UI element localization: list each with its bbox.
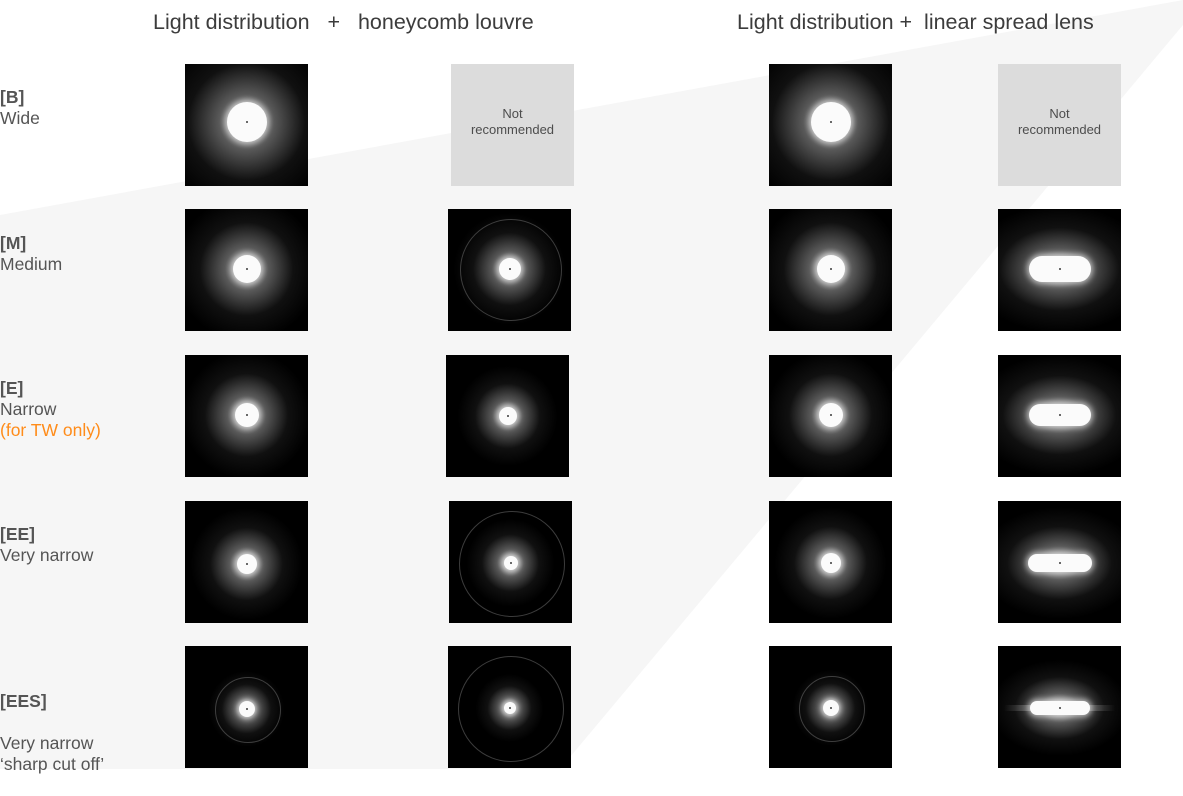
center-point — [245, 708, 248, 710]
center-point — [508, 707, 511, 709]
not-recommended-label: Not recommended — [1017, 106, 1102, 137]
cut-off-ring — [457, 656, 564, 762]
tile-sharp-cut-off-honeycomb — [448, 646, 571, 768]
tile-medium-linear-spread — [998, 209, 1121, 331]
center-point — [245, 121, 248, 123]
tile-narrow-light-distribution — [185, 355, 308, 477]
center-point — [509, 562, 512, 564]
center-point — [1058, 707, 1061, 709]
center-point — [829, 707, 832, 709]
row-name: Wide — [0, 108, 40, 128]
tile-very-narrow-light-distribution-2 — [769, 501, 892, 623]
center-point — [829, 414, 832, 416]
tile-medium-light-distribution-2 — [769, 209, 892, 331]
center-point — [245, 414, 248, 416]
tile-sharp-cut-off-light-distribution-2 — [769, 646, 892, 768]
row-code: [E] — [0, 378, 24, 398]
row-code: [EES] — [0, 691, 47, 711]
center-point — [245, 268, 248, 270]
tile-narrow-light-distribution-2 — [769, 355, 892, 477]
cut-off-ring — [214, 677, 281, 743]
tile-wide-light-distribution — [185, 64, 308, 186]
center-point — [506, 415, 509, 417]
center-point — [1058, 268, 1061, 270]
header-linear-spread-lens: Light distribution + linear spread lens — [737, 10, 1094, 34]
center-point — [829, 121, 832, 123]
row-code: [B] — [0, 87, 25, 107]
cut-off-ring — [459, 219, 562, 321]
center-point — [1058, 562, 1061, 564]
tile-narrow-linear-spread — [998, 355, 1121, 477]
row-name: Narrow — [0, 399, 57, 419]
tile-sharp-cut-off-linear-spread — [998, 646, 1121, 768]
row-code: [M] — [0, 233, 27, 253]
row-label-narrow: [E] Narrow (for TW only) — [0, 378, 101, 441]
tile-wide-honeycomb-not-recommended: Not recommended — [451, 64, 574, 186]
tile-wide-light-distribution-2 — [769, 64, 892, 186]
tile-medium-light-distribution — [185, 209, 308, 331]
cut-off-ring — [798, 676, 865, 742]
not-recommended-label: Not recommended — [470, 106, 555, 137]
center-point — [829, 268, 832, 270]
tile-very-narrow-linear-spread — [998, 501, 1121, 623]
row-label-very-narrow: [EE] Very narrow — [0, 524, 93, 566]
center-point — [245, 563, 248, 565]
row-label-very-narrow-sharp-cut-off: [EES] Very narrow ‘sharp cut off’ — [0, 670, 104, 796]
tile-sharp-cut-off-light-distribution — [185, 646, 308, 768]
cut-off-ring — [458, 511, 565, 617]
tile-narrow-honeycomb — [446, 355, 569, 477]
tile-wide-linear-spread-not-recommended: Not recommended — [998, 64, 1121, 186]
header-honeycomb-louvre: Light distribution + honeycomb louvre — [153, 10, 534, 34]
tile-very-narrow-light-distribution — [185, 501, 308, 623]
row-label-medium: [M] Medium — [0, 233, 62, 275]
center-point — [1058, 414, 1061, 416]
row-label-wide: [B] Wide — [0, 87, 40, 129]
tile-medium-honeycomb — [448, 209, 571, 331]
row-note-tw-only: (for TW only) — [0, 420, 101, 440]
row-code: [EE] — [0, 524, 35, 544]
center-point — [829, 562, 832, 564]
row-name: Very narrow — [0, 545, 94, 565]
center-point — [508, 268, 511, 270]
tile-very-narrow-honeycomb — [449, 501, 572, 623]
row-name: Medium — [0, 254, 63, 274]
